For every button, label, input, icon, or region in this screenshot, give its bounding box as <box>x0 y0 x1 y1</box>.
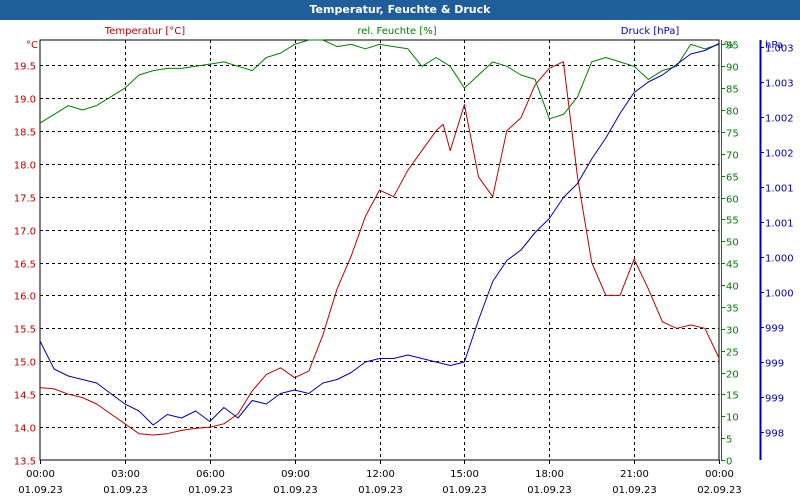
temp-tick-label: 16.0 <box>14 292 36 303</box>
pressure-tick-label: 1.002 <box>765 114 794 125</box>
pressure-tick-label: 999 <box>765 359 784 370</box>
temp-tick-label: 14.0 <box>14 424 36 435</box>
humidity-tick-label: 45 <box>726 260 739 271</box>
x-tick-date: 01.09.23 <box>442 485 487 496</box>
temp-tick-label: 18.5 <box>14 128 36 139</box>
x-tick-time: 00:00 <box>26 469 55 480</box>
temp-tick-label: 15.0 <box>14 358 36 369</box>
x-tick-time: 03:00 <box>111 469 140 480</box>
pressure-tick-label: 1.001 <box>765 184 794 195</box>
chart-canvas: 13.5 14.0 14.5 15.0 15.5 16.0 16.5 17.0 17.5 18.0… <box>14 26 794 496</box>
x-tick-date: 01.09.23 <box>527 485 572 496</box>
humidity-tick-label: 20 <box>726 370 739 381</box>
pressure-tick-label: 998 <box>765 429 784 440</box>
humidity-tick-label: 90 <box>726 63 739 74</box>
temp-tick-label: 17.5 <box>14 194 36 205</box>
x-tick-time: 06:00 <box>196 469 225 480</box>
humidity-tick-label: 5 <box>726 435 732 446</box>
humidity-tick-label: 65 <box>726 173 739 184</box>
x-tick-time: 12:00 <box>366 469 395 480</box>
pressure-axis-title: Druck [hPa] <box>621 26 680 37</box>
pressure-tick-label: 1.001 <box>765 219 794 230</box>
humidity-tick-label: 35 <box>726 304 739 315</box>
humidity-tick-label: 10 <box>726 413 739 424</box>
humidity-unit-label: % <box>724 40 734 51</box>
plot-area <box>39 39 720 461</box>
humidity-tick-label: 15 <box>726 391 739 402</box>
x-tick-time: 18:00 <box>535 469 564 480</box>
temp-unit-label: °C <box>26 40 38 51</box>
humidity-axis-title: rel. Feuchte [%] <box>357 26 436 37</box>
pressure-tick-label: 1.003 <box>765 44 794 55</box>
x-tick-date: 02.09.23 <box>697 485 742 496</box>
series-line-hum <box>39 39 720 124</box>
x-tick-time: 09:00 <box>281 469 310 480</box>
temp-tick-label: 16.5 <box>14 260 36 271</box>
pressure-tick-label: 1.002 <box>765 149 794 160</box>
series-line-pres <box>39 43 720 426</box>
humidity-tick-label: 25 <box>726 348 739 359</box>
x-tick-time: 00:00 <box>705 469 734 480</box>
pressure-tick-label: 1.003 <box>765 79 794 90</box>
temp-tick-label: 17.0 <box>14 227 36 238</box>
temp-tick-label: 14.5 <box>14 391 36 402</box>
temp-tick-label: 18.0 <box>14 161 36 172</box>
x-tick-date: 01.09.23 <box>273 485 318 496</box>
humidity-tick-label: 75 <box>726 129 739 140</box>
temp-tick-label: 19.5 <box>14 62 36 73</box>
temp-tick-label: 13.5 <box>14 457 36 468</box>
pressure-tick-label: 1.000 <box>765 289 794 300</box>
humidity-tick-label: 60 <box>726 195 739 206</box>
x-tick-date: 01.09.23 <box>188 485 233 496</box>
humidity-tick-label: 70 <box>726 151 739 162</box>
temp-tick-label: 15.5 <box>14 325 36 336</box>
pressure-tick-label: 999 <box>765 324 784 335</box>
temp-axis-title: Temperatur [°C] <box>104 26 185 37</box>
humidity-tick-label: 80 <box>726 107 739 118</box>
pressure-unit-label: hPa <box>765 40 783 51</box>
pressure-tick-label: 999 <box>765 394 784 405</box>
series-line-temp <box>39 61 720 436</box>
humidity-tick-label: 40 <box>726 282 739 293</box>
x-tick-date: 01.09.23 <box>358 485 403 496</box>
x-tick-date: 01.09.23 <box>612 485 657 496</box>
x-tick-time: 15:00 <box>450 469 479 480</box>
humidity-tick-label: 30 <box>726 326 739 337</box>
humidity-tick-label: 55 <box>726 216 739 227</box>
temp-tick-label: 19.0 <box>14 95 36 106</box>
x-tick-date: 01.09.23 <box>103 485 148 496</box>
humidity-tick-label: 50 <box>726 238 739 249</box>
chart-title: Temperatur, Feuchte & Druck <box>0 0 800 20</box>
humidity-tick-label: 95 <box>726 41 739 52</box>
humidity-tick-label: 85 <box>726 85 739 96</box>
x-tick-date: 01.09.23 <box>18 485 63 496</box>
humidity-tick-label: 0 <box>726 457 732 468</box>
x-tick-time: 21:00 <box>620 469 649 480</box>
pressure-tick-label: 1.000 <box>765 254 794 265</box>
